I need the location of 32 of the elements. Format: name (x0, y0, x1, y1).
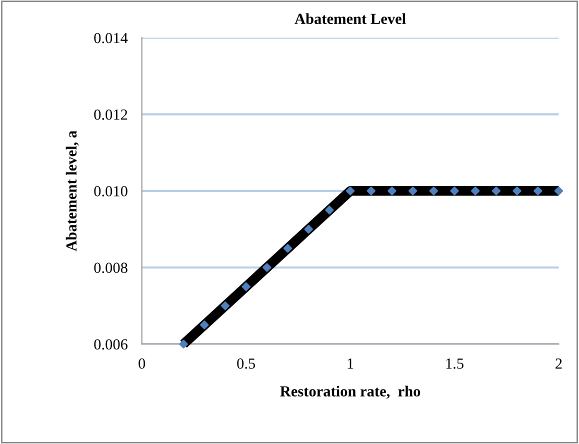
x-tick-label: 0 (138, 358, 146, 369)
point (346, 186, 355, 196)
point (388, 186, 396, 196)
point (450, 186, 459, 196)
chart-title: Abatement Level (294, 13, 406, 24)
y-tick-label: 0.006 (94, 339, 128, 350)
point (512, 186, 522, 196)
y-axis-title: Abatement level, a (66, 130, 79, 252)
point (492, 186, 501, 196)
x-tick-label: 1 (348, 358, 354, 369)
x-axis-title: Restoration rate, rho (280, 386, 420, 399)
point (554, 186, 564, 196)
x-tick-label: 0.5 (237, 358, 256, 369)
x-tick-label: 1.5 (446, 358, 464, 369)
point (429, 186, 438, 196)
x-tick-label: 2 (556, 358, 562, 369)
point (220, 301, 230, 310)
point (366, 186, 376, 196)
point (304, 224, 313, 234)
y-tick-label: 0.008 (94, 262, 128, 274)
y-tick-label: 0.012 (94, 109, 128, 120)
y-tick-label: 0.010 (94, 186, 128, 196)
point (179, 340, 188, 348)
point (200, 320, 209, 330)
point (408, 186, 418, 196)
point (242, 282, 250, 292)
point (283, 244, 292, 253)
point (534, 186, 542, 196)
point (470, 186, 480, 196)
point (325, 206, 334, 214)
point (262, 263, 272, 272)
y-tick-label: 0.014 (94, 32, 128, 44)
